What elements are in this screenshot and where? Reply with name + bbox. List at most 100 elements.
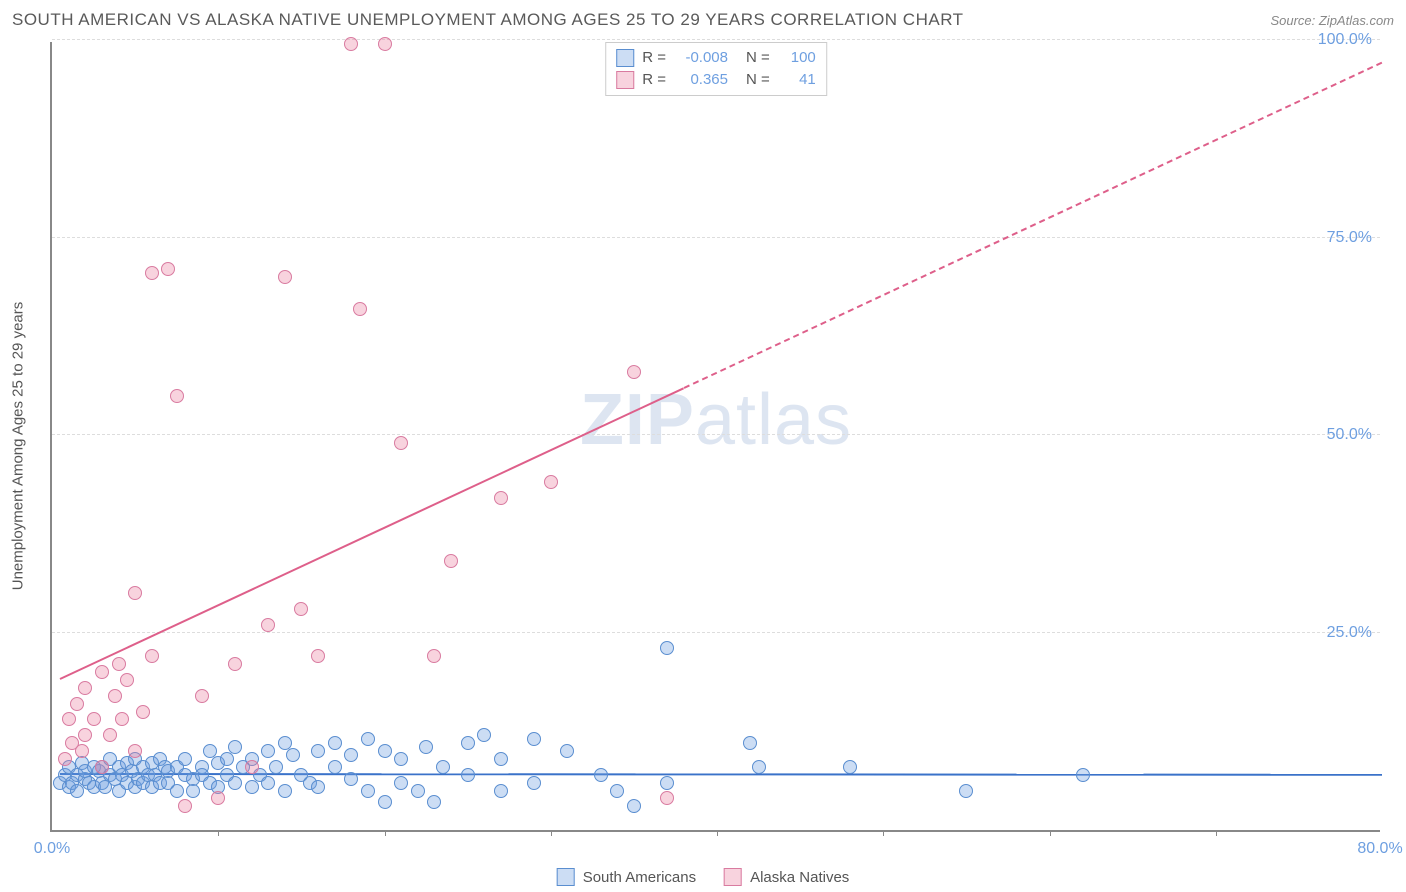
data-point (136, 705, 150, 719)
data-point (220, 752, 234, 766)
data-point (62, 712, 76, 726)
legend-item: South Americans (557, 868, 696, 886)
data-point (594, 768, 608, 782)
legend-swatch (557, 868, 575, 886)
legend-label: Alaska Natives (750, 869, 849, 886)
data-point (261, 618, 275, 632)
data-point (843, 760, 857, 774)
data-point (344, 772, 358, 786)
r-label: R = (642, 47, 666, 69)
plot-area: ZIPatlas R =-0.008N =100R =0.365N =41 25… (50, 42, 1380, 832)
grid-line (52, 632, 1380, 633)
stats-row: R = -0.008 N = 100 (616, 47, 816, 69)
data-point (261, 744, 275, 758)
source-label: Source: ZipAtlas.com (1270, 13, 1394, 28)
legend-item: Alaska Natives (724, 868, 849, 886)
data-point (245, 780, 259, 794)
data-point (461, 768, 475, 782)
y-tick-label: 100.0% (1318, 31, 1372, 49)
data-point (178, 799, 192, 813)
data-point (610, 784, 624, 798)
data-point (444, 554, 458, 568)
n-value: 100 (778, 47, 816, 69)
data-point (128, 586, 142, 600)
y-tick-label: 50.0% (1327, 426, 1372, 444)
grid-line (52, 237, 1380, 238)
data-point (78, 681, 92, 695)
x-tick (1216, 830, 1217, 836)
data-point (161, 262, 175, 276)
data-point (560, 744, 574, 758)
grid-line (52, 39, 1380, 40)
data-point (328, 736, 342, 750)
data-point (128, 744, 142, 758)
data-point (411, 784, 425, 798)
r-value: -0.008 (674, 47, 728, 69)
data-point (494, 752, 508, 766)
r-value: 0.365 (674, 69, 728, 91)
data-point (627, 799, 641, 813)
data-point (627, 365, 641, 379)
chart-title: SOUTH AMERICAN VS ALASKA NATIVE UNEMPLOY… (12, 10, 964, 30)
data-point (87, 712, 101, 726)
y-tick-label: 25.0% (1327, 624, 1372, 642)
data-point (112, 657, 126, 671)
data-point (660, 791, 674, 805)
data-point (660, 776, 674, 790)
data-point (743, 736, 757, 750)
data-point (494, 491, 508, 505)
data-point (228, 776, 242, 790)
n-label: N = (746, 47, 770, 69)
data-point (95, 665, 109, 679)
data-point (361, 732, 375, 746)
y-axis-label: Unemployment Among Ages 25 to 29 years (10, 302, 27, 591)
data-point (494, 784, 508, 798)
data-point (344, 748, 358, 762)
data-point (394, 436, 408, 450)
x-tick-label: 0.0% (34, 840, 70, 858)
data-point (311, 744, 325, 758)
watermark-bold: ZIP (580, 380, 695, 460)
data-point (378, 744, 392, 758)
data-point (752, 760, 766, 774)
data-point (419, 740, 433, 754)
data-point (245, 760, 259, 774)
data-point (544, 475, 558, 489)
data-point (378, 37, 392, 51)
x-tick (551, 830, 552, 836)
legend-label: South Americans (583, 869, 696, 886)
data-point (461, 736, 475, 750)
data-point (427, 649, 441, 663)
data-point (344, 37, 358, 51)
data-point (103, 728, 117, 742)
data-point (75, 744, 89, 758)
data-point (70, 697, 84, 711)
legend-swatch (616, 49, 634, 67)
data-point (959, 784, 973, 798)
data-point (211, 791, 225, 805)
x-tick (717, 830, 718, 836)
data-point (170, 784, 184, 798)
data-point (278, 270, 292, 284)
n-label: N = (746, 69, 770, 91)
data-point (311, 780, 325, 794)
data-point (145, 649, 159, 663)
data-point (394, 752, 408, 766)
data-point (58, 752, 72, 766)
data-point (115, 712, 129, 726)
data-point (394, 776, 408, 790)
data-point (311, 649, 325, 663)
data-point (228, 657, 242, 671)
data-point (294, 602, 308, 616)
data-point (378, 795, 392, 809)
data-point (286, 748, 300, 762)
data-point (269, 760, 283, 774)
stats-box: R =-0.008N =100R =0.365N =41 (605, 42, 827, 96)
watermark: ZIPatlas (580, 379, 852, 461)
y-tick-label: 75.0% (1327, 229, 1372, 247)
data-point (178, 752, 192, 766)
legend-swatch (724, 868, 742, 886)
trend-line (60, 387, 684, 679)
data-point (361, 784, 375, 798)
legend-swatch (616, 71, 634, 89)
